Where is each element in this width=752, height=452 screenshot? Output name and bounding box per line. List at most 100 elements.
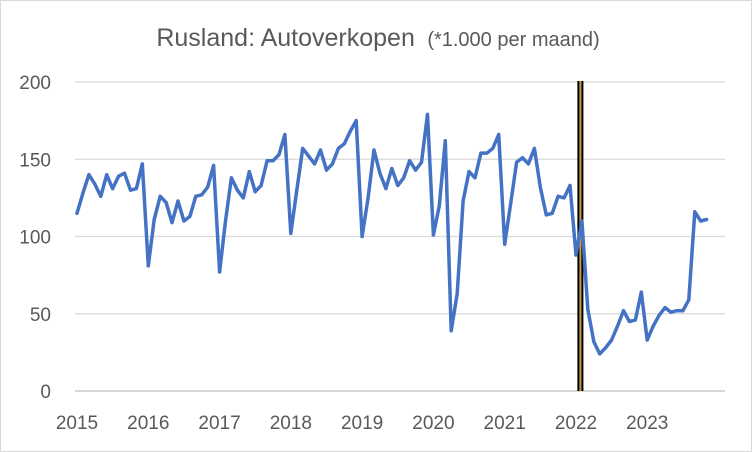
data-point bbox=[229, 176, 234, 180]
data-point bbox=[122, 171, 127, 175]
data-point bbox=[259, 183, 263, 188]
data-point bbox=[206, 185, 210, 189]
data-point bbox=[128, 188, 133, 192]
data-point bbox=[182, 219, 186, 223]
data-point bbox=[544, 213, 548, 217]
data-point bbox=[402, 176, 406, 180]
y-tick-label: 200 bbox=[19, 73, 51, 94]
data-point bbox=[265, 159, 269, 163]
data-point bbox=[134, 187, 138, 191]
x-tick-label: 2021 bbox=[484, 413, 526, 434]
data-point bbox=[437, 204, 441, 208]
data-point bbox=[657, 313, 661, 317]
data-point bbox=[253, 190, 257, 194]
data-point bbox=[568, 183, 572, 188]
data-point bbox=[610, 338, 614, 342]
grid-lines bbox=[75, 81, 725, 392]
x-tick-label: 2015 bbox=[56, 413, 98, 434]
data-point bbox=[580, 219, 584, 223]
x-tick-label: 2018 bbox=[270, 413, 312, 434]
data-point bbox=[271, 159, 275, 163]
data-point bbox=[598, 352, 602, 356]
data-point bbox=[455, 292, 459, 296]
chart-title: Rusland: Autoverkopen (*1.000 per maand) bbox=[156, 24, 599, 52]
data-point bbox=[509, 202, 513, 206]
data-point bbox=[562, 196, 566, 200]
data-point bbox=[158, 194, 162, 198]
data-point bbox=[526, 162, 531, 166]
data-point bbox=[176, 199, 180, 203]
data-point bbox=[473, 176, 477, 180]
data-point bbox=[360, 234, 364, 239]
data-point bbox=[413, 168, 418, 172]
data-point bbox=[687, 298, 691, 302]
series-group bbox=[75, 112, 709, 356]
data-point bbox=[307, 154, 311, 158]
data-point bbox=[342, 142, 346, 146]
data-point bbox=[289, 231, 293, 236]
data-point bbox=[514, 160, 519, 164]
y-tick-label: 0 bbox=[40, 382, 51, 403]
data-point bbox=[663, 305, 667, 310]
data-point bbox=[194, 194, 198, 198]
data-point bbox=[675, 309, 679, 313]
data-point bbox=[75, 211, 79, 215]
data-point bbox=[396, 183, 400, 188]
chart-title-main: Rusland: Autoverkopen bbox=[156, 24, 415, 52]
data-point bbox=[574, 253, 578, 257]
data-point bbox=[217, 270, 222, 274]
data-point bbox=[348, 129, 352, 134]
data-point bbox=[586, 307, 590, 311]
data-point bbox=[503, 242, 507, 246]
y-axis-ticks: 0 50 100 150 200 bbox=[19, 73, 51, 403]
data-point bbox=[645, 338, 649, 342]
data-point bbox=[241, 196, 245, 200]
data-point bbox=[693, 210, 697, 214]
x-tick-label: 2023 bbox=[626, 413, 668, 434]
data-point bbox=[615, 324, 620, 328]
data-point bbox=[372, 148, 376, 152]
data-point bbox=[116, 174, 121, 178]
data-point bbox=[378, 171, 382, 175]
data-point bbox=[301, 146, 305, 151]
x-tick-label: 2017 bbox=[198, 413, 240, 434]
chart-title-sub: (*1.000 per maand) bbox=[427, 29, 599, 51]
data-point bbox=[223, 219, 228, 223]
x-tick-label: 2016 bbox=[127, 413, 169, 434]
data-point bbox=[425, 112, 430, 117]
data-point bbox=[366, 196, 370, 200]
data-point bbox=[639, 290, 643, 294]
data-point bbox=[592, 339, 596, 344]
data-point bbox=[431, 233, 435, 237]
data-point bbox=[164, 200, 168, 205]
data-point bbox=[651, 324, 655, 328]
data-point bbox=[491, 146, 495, 151]
data-point bbox=[200, 193, 204, 197]
data-point bbox=[324, 168, 329, 172]
data-point bbox=[633, 318, 637, 322]
data-point bbox=[105, 173, 109, 177]
x-tick-label: 2020 bbox=[412, 413, 454, 434]
data-point bbox=[283, 132, 287, 137]
data-point bbox=[247, 170, 251, 174]
data-point bbox=[556, 194, 560, 198]
data-point bbox=[532, 146, 536, 151]
data-point bbox=[336, 146, 340, 151]
data-point bbox=[188, 214, 192, 219]
data-point bbox=[705, 217, 709, 222]
data-point bbox=[390, 166, 394, 171]
x-tick-label: 2019 bbox=[341, 413, 383, 434]
data-point bbox=[449, 329, 453, 333]
data-point bbox=[170, 220, 174, 225]
data-point bbox=[604, 346, 608, 350]
data-point bbox=[550, 211, 554, 215]
y-tick-label: 100 bbox=[19, 228, 51, 249]
data-point bbox=[384, 187, 388, 191]
y-tick-label: 150 bbox=[19, 150, 51, 171]
data-point bbox=[485, 151, 489, 155]
data-point bbox=[152, 217, 156, 222]
data-point bbox=[318, 148, 323, 152]
